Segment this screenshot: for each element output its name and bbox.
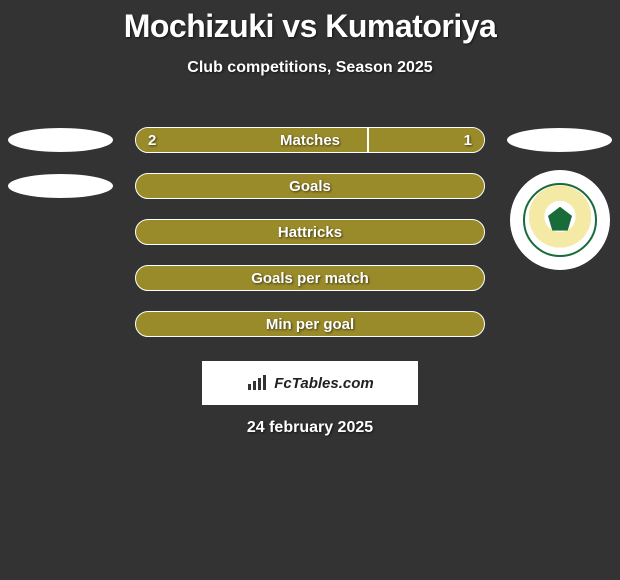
stat-bar: Goals per match (135, 265, 485, 291)
club-badge-right (510, 170, 610, 270)
footer-brand-card: FcTables.com (202, 361, 418, 405)
subtitle: Club competitions, Season 2025 (0, 59, 620, 77)
value-pill-left (8, 174, 113, 198)
stat-bar: Hattricks (135, 219, 485, 245)
page-title: Mochizuki vs Kumatoriya (0, 0, 620, 45)
stat-label: Goals per match (136, 270, 484, 287)
stat-bar: Min per goal (135, 311, 485, 337)
club-crest-icon (523, 183, 597, 257)
value-pill-right (507, 128, 612, 152)
stat-label: Goals (136, 178, 484, 195)
stat-label: Hattricks (136, 224, 484, 241)
stat-label: Min per goal (136, 316, 484, 333)
footer-brand-text: FcTables.com (274, 375, 373, 392)
stat-row: 21Matches (0, 117, 620, 163)
stat-row: Goals per match (0, 255, 620, 301)
date-text: 24 february 2025 (0, 419, 620, 437)
chart-icon (246, 374, 270, 392)
stat-row: Min per goal (0, 301, 620, 347)
value-pill-left (8, 128, 113, 152)
stat-bar: 21Matches (135, 127, 485, 153)
stat-bar: Goals (135, 173, 485, 199)
stat-label: Matches (136, 132, 484, 149)
